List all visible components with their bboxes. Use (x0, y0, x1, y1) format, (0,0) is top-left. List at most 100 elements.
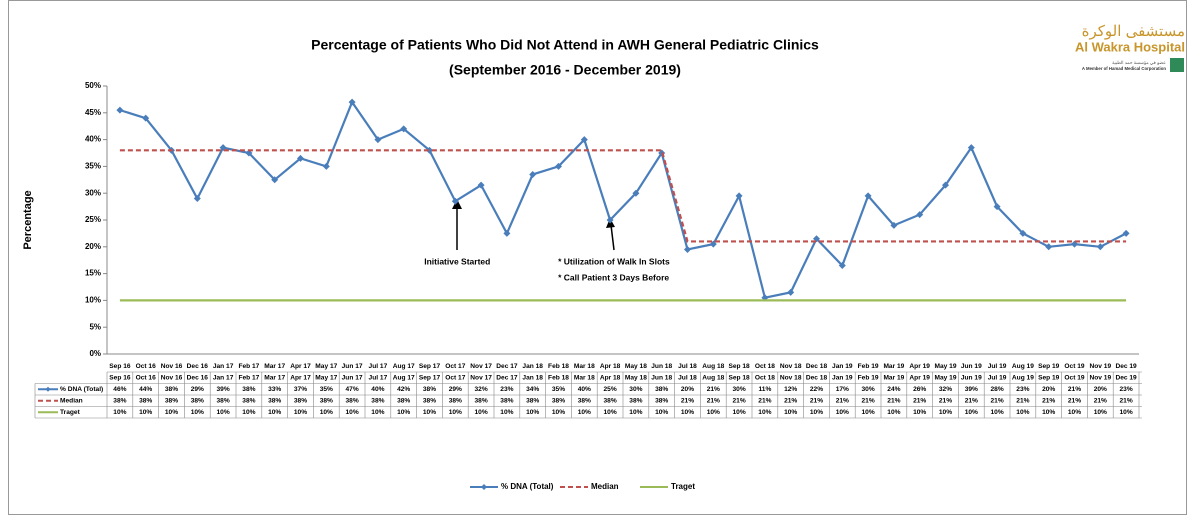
x-tick-label: Nov 17 (470, 363, 492, 370)
x-tick-label: Feb 18 (548, 363, 569, 370)
x-tick-label: Aug 17 (393, 363, 415, 370)
x-tick-label: Feb 17 (238, 363, 259, 370)
point-marker (967, 144, 975, 152)
y-tick-label: 50% (85, 81, 101, 90)
x-tick-label: Oct 18 (755, 363, 775, 370)
point-marker (838, 262, 846, 270)
point-marker (1019, 229, 1027, 237)
point-marker (1045, 243, 1053, 251)
y-tick-label: 5% (89, 322, 101, 331)
table-header: Jan 19 (832, 375, 853, 382)
x-tick-label: Jan 17 (213, 363, 234, 370)
chart-subtitle: (September 2016 - December 2019) (449, 62, 681, 78)
table-header: Aug 18 (702, 375, 724, 382)
table-cell: 38% (578, 398, 591, 405)
table-cell: 10% (113, 409, 126, 416)
x-tick-label: Aug 18 (702, 363, 724, 370)
y-tick-label: 15% (85, 269, 101, 278)
table-header: Jun 19 (961, 375, 982, 382)
point-marker (271, 176, 279, 184)
table-cell: 44% (139, 386, 152, 393)
table-series-name: Traget (60, 409, 81, 416)
table-cell: 39% (216, 386, 229, 393)
x-tick-label: Jan 18 (522, 363, 543, 370)
point-marker (400, 125, 408, 133)
x-tick-label: Jul 18 (678, 363, 697, 370)
point-marker (684, 245, 691, 253)
x-tick-label: Jul 19 (988, 363, 1007, 370)
y-tick-label: 45% (85, 108, 101, 117)
x-tick-label: Apr 17 (290, 363, 311, 370)
table-header: Sep 17 (419, 375, 441, 382)
table-cell: 23% (500, 386, 513, 393)
table-series-name: Median (60, 398, 83, 405)
y-tick-label: 10% (85, 296, 101, 305)
legend-label: Traget (671, 482, 695, 491)
table-cell: 21% (707, 398, 720, 405)
table-cell: 38% (474, 398, 487, 405)
table-cell: 10% (836, 409, 849, 416)
y-tick-label: 20% (85, 242, 101, 251)
point-marker (1122, 229, 1130, 237)
table-header: Nov 17 (470, 375, 492, 382)
x-tick-label: Mar 17 (264, 363, 285, 370)
table-header: Jul 17 (369, 375, 388, 382)
point-marker (374, 136, 382, 144)
table-cell: 22% (810, 386, 823, 393)
x-tick-label: Oct 17 (445, 363, 465, 370)
table-cell: 38% (603, 398, 616, 405)
point-marker (606, 216, 614, 224)
table-cell: 10% (552, 409, 565, 416)
table-cell: 21% (1068, 386, 1081, 393)
x-tick-label: Sep 19 (1038, 363, 1060, 370)
table-cell: 10% (242, 409, 255, 416)
x-tick-label: Mar 19 (883, 363, 904, 370)
table-cell: 11% (758, 386, 771, 393)
table-cell: 38% (552, 398, 565, 405)
table-cell: 21% (810, 398, 823, 405)
table-header: Mar 19 (883, 375, 904, 382)
table-series-name: % DNA (Total) (60, 386, 103, 393)
table-cell: 10% (707, 409, 720, 416)
table-cell: 10% (139, 409, 152, 416)
table-cell: 17% (836, 386, 849, 393)
y-tick-label: 0% (89, 349, 101, 358)
table-header: Oct 17 (445, 375, 465, 382)
table-cell: 33% (268, 386, 281, 393)
logo: مستشفى الوكرة Al Wakra Hospital عضو في م… (1075, 23, 1185, 72)
annotation-arrows (452, 199, 615, 251)
table-header: Oct 18 (755, 375, 775, 382)
table-cell: 38% (397, 398, 410, 405)
table-legend-marker (45, 386, 51, 392)
table-header: Aug 17 (393, 375, 415, 382)
table-cell: 10% (1119, 409, 1132, 416)
table-cell: 34% (526, 386, 539, 393)
series-line (119, 149, 1127, 243)
table-cell: 21% (861, 398, 874, 405)
point-marker (890, 221, 898, 229)
table-cell: 38% (655, 398, 668, 405)
logo-member: A Member of Hamad Medical Corporation (1082, 66, 1166, 71)
table-header: Apr 17 (290, 375, 311, 382)
table-cell: 38% (242, 386, 255, 393)
logo-icon (1170, 58, 1184, 72)
table-header: Feb 18 (548, 375, 569, 382)
table-cell: 10% (320, 409, 333, 416)
point-marker (193, 195, 201, 203)
annotation: * Utilization of Walk In Slots (558, 256, 670, 266)
table-cell: 21% (990, 398, 1003, 405)
x-tick-label: Sep 18 (728, 363, 750, 370)
point-marker (451, 197, 459, 205)
table-cell: 10% (629, 409, 642, 416)
table-cell: 10% (913, 409, 926, 416)
table-cell: 23% (1016, 386, 1029, 393)
table-header: May 18 (625, 375, 647, 382)
chart-title: Percentage of Patients Who Did Not Atten… (311, 37, 819, 53)
point-marker (477, 181, 485, 189)
annotation: Initiative Started (424, 256, 490, 266)
table-header: Apr 18 (600, 375, 621, 382)
table-cell: 10% (1016, 409, 1029, 416)
x-tick-label: Jun 19 (961, 363, 982, 370)
x-tick-label: Feb 19 (858, 363, 879, 370)
x-tick-label: Nov 18 (780, 363, 802, 370)
